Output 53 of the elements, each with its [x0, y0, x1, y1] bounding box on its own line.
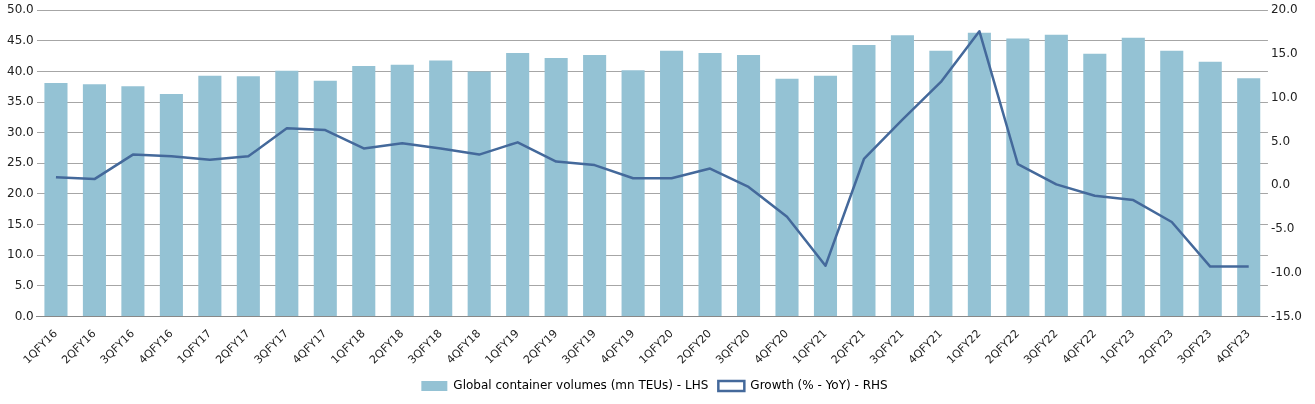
y-tick-label: 0.0	[14, 308, 34, 323]
y2-tick-label: -15.0	[1270, 308, 1303, 323]
y-tick-label: 40.0	[7, 63, 34, 78]
bar	[544, 57, 568, 316]
legend-label: Growth (% - YoY) - RHS	[750, 378, 888, 393]
y2-tick-label: 5.0	[1270, 133, 1291, 148]
y2-tick-label: 15.0	[1270, 46, 1298, 61]
bar	[352, 65, 376, 316]
y-tick-label: 50.0	[7, 2, 34, 17]
bar	[736, 54, 761, 316]
bar	[236, 76, 260, 316]
y-tick-label: 45.0	[7, 32, 34, 47]
bar	[1083, 53, 1107, 316]
bar	[813, 75, 838, 316]
bar	[82, 84, 106, 316]
y2-tick-label: 20.0	[1270, 2, 1298, 17]
y-tick-label: 20.0	[7, 186, 34, 201]
bar	[121, 86, 145, 316]
bar	[275, 70, 299, 316]
bar	[506, 53, 530, 316]
bar	[159, 94, 183, 316]
y-tick-label: 10.0	[7, 247, 34, 262]
y-tick-label: 25.0	[7, 155, 34, 170]
y-tick-label: 35.0	[7, 94, 34, 109]
bar	[890, 35, 914, 316]
bar	[775, 78, 799, 316]
bar	[1160, 50, 1184, 316]
y2-tick-label: 0.0	[1270, 177, 1291, 192]
bar	[967, 32, 991, 316]
y-tick-label: 30.0	[7, 124, 34, 139]
bar	[1044, 34, 1068, 316]
bar	[429, 60, 453, 316]
bar	[660, 50, 684, 316]
y-tick-label: 5.0	[14, 277, 34, 292]
y2-tick-label: 10.0	[1270, 89, 1298, 104]
y-tick-label: 15.0	[7, 216, 34, 231]
bar	[390, 64, 414, 316]
bar	[467, 71, 491, 316]
bar	[929, 50, 953, 316]
bar	[698, 53, 722, 316]
bar	[621, 70, 645, 316]
bar	[583, 54, 607, 316]
bar	[1198, 61, 1222, 316]
bar	[1121, 37, 1145, 316]
y2-tick-label: -5.0	[1270, 221, 1295, 236]
bar	[1237, 78, 1261, 316]
bar	[852, 45, 876, 316]
bar	[313, 80, 337, 316]
bar	[44, 83, 68, 316]
bar	[198, 75, 222, 316]
bar	[1006, 38, 1030, 316]
y2-tick-label: -10.0	[1270, 264, 1303, 279]
legend-label: Global container volumes (mn TEUs) - LHS	[453, 378, 709, 393]
